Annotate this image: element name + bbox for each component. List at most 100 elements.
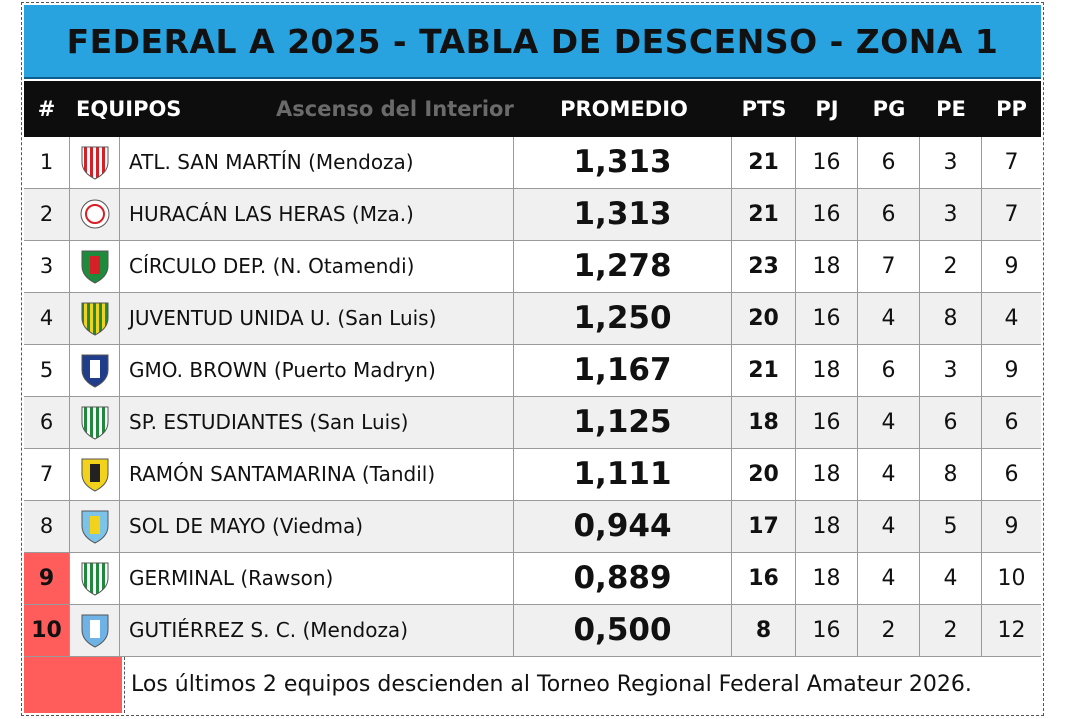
- team-promedio: 1,313: [514, 137, 732, 188]
- blue-white-shield-icon: [81, 354, 108, 388]
- team-won: 7: [858, 241, 920, 292]
- team-promedio: 0,944: [514, 501, 732, 552]
- team-name: HURACÁN LAS HERAS (Mza.): [120, 189, 514, 240]
- table-header: # EQUIPOS Ascenso del Interior PROMEDIO …: [24, 81, 1041, 137]
- team-points: 21: [732, 189, 796, 240]
- team-points: 20: [732, 449, 796, 500]
- team-drawn: 4: [920, 553, 982, 604]
- table-row: 10 GUTIÉRREZ S. C. (Mendoza) 0,500 8 16 2 2 12: [24, 605, 1041, 657]
- row-position: 1: [24, 137, 70, 188]
- team-won: 6: [858, 345, 920, 396]
- team-won: 4: [858, 501, 920, 552]
- team-points: 20: [732, 293, 796, 344]
- team-played: 16: [796, 293, 858, 344]
- yellow-green-striped-shield-icon: [81, 302, 108, 336]
- row-position: 10: [24, 605, 70, 656]
- red-circle-crest-icon: [80, 199, 109, 228]
- team-drawn: 6: [920, 397, 982, 448]
- team-name: SP. ESTUDIANTES (San Luis): [120, 397, 514, 448]
- team-name: GERMINAL (Rawson): [120, 553, 514, 604]
- team-drawn: 3: [920, 345, 982, 396]
- team-name: ATL. SAN MARTÍN (Mendoza): [120, 137, 514, 188]
- team-lost: 9: [1004, 254, 1019, 279]
- table-row: 3 CÍRCULO DEP. (N. Otamendi) 1,278 23 18 7 2 9: [24, 241, 1041, 293]
- team-played: 16: [796, 189, 858, 240]
- table-row: 7 RAMÓN SANTAMARINA (Tandil) 1,111 20 18 4 8 6: [24, 449, 1041, 501]
- header-brand-watermark: Ascenso del Interior: [276, 97, 514, 121]
- team-drawn: 3: [920, 189, 982, 240]
- team-crest-cell: [70, 449, 120, 500]
- header-drawn: PE: [936, 97, 966, 121]
- red-white-striped-shield-icon: [81, 146, 108, 180]
- team-played: 18: [796, 345, 858, 396]
- team-won: 6: [858, 189, 920, 240]
- team-promedio: 0,889: [514, 553, 732, 604]
- team-crest-cell: [70, 397, 120, 448]
- team-name: GUTIÉRREZ S. C. (Mendoza): [120, 605, 514, 656]
- light-blue-sun-shield-icon: [81, 510, 108, 544]
- header-lost: PP: [996, 97, 1027, 121]
- table-row: 8 SOL DE MAYO (Viedma) 0,944 17 18 4 5 9: [24, 501, 1041, 553]
- team-drawn: 8: [920, 293, 982, 344]
- team-played: 16: [796, 605, 858, 656]
- green-white-striped-shield-icon: [81, 406, 108, 440]
- table-row: 2 HURACÁN LAS HERAS (Mza.) 1,313 21 16 6 3 7: [24, 189, 1041, 241]
- header-teams: EQUIPOS: [76, 97, 182, 121]
- header-promedio: PROMEDIO: [560, 97, 688, 121]
- team-promedio: 1,250: [514, 293, 732, 344]
- team-lost: 10: [997, 566, 1026, 591]
- team-points: 18: [732, 397, 796, 448]
- team-drawn: 5: [920, 501, 982, 552]
- row-position: 7: [24, 449, 70, 500]
- team-won: 4: [858, 397, 920, 448]
- team-points: 21: [732, 137, 796, 188]
- team-crest-cell: [70, 605, 120, 656]
- yellow-black-shield-icon: [81, 458, 108, 492]
- table-row: 9 GERMINAL (Rawson) 0,889 16 18 4 4 10: [24, 553, 1041, 605]
- team-lost: 7: [1004, 150, 1019, 175]
- page-title: FEDERAL A 2025 - TABLA DE DESCENSO - ZON…: [66, 21, 999, 61]
- header-played: PJ: [815, 97, 839, 121]
- team-crest-cell: [70, 293, 120, 344]
- team-crest-cell: [70, 137, 120, 188]
- team-crest-cell: [70, 189, 120, 240]
- legend-relegation-swatch: [24, 657, 122, 713]
- team-crest-cell: [70, 241, 120, 292]
- team-points: 21: [732, 345, 796, 396]
- title-bar: FEDERAL A 2025 - TABLA DE DESCENSO - ZON…: [24, 5, 1041, 79]
- team-name: GMO. BROWN (Puerto Madryn): [120, 345, 514, 396]
- row-position: 4: [24, 293, 70, 344]
- light-blue-shield-icon: [81, 614, 108, 648]
- team-drawn: 3: [920, 137, 982, 188]
- team-played: 18: [796, 501, 858, 552]
- row-position: 2: [24, 189, 70, 240]
- team-name: SOL DE MAYO (Viedma): [120, 501, 514, 552]
- team-lost: 7: [1004, 202, 1019, 227]
- team-promedio: 1,313: [514, 189, 732, 240]
- team-won: 4: [858, 449, 920, 500]
- row-position: 8: [24, 501, 70, 552]
- team-name: RAMÓN SANTAMARINA (Tandil): [120, 449, 514, 500]
- standings-table: 1 ATL. SAN MARTÍN (Mendoza) 1,313 21 16 6 3 7 2 H…: [24, 137, 1041, 657]
- team-promedio: 0,500: [514, 605, 732, 656]
- team-points: 8: [732, 605, 796, 656]
- team-won: 6: [858, 137, 920, 188]
- team-won: 4: [858, 553, 920, 604]
- team-crest-cell: [70, 553, 120, 604]
- team-played: 16: [796, 397, 858, 448]
- team-drawn: 2: [920, 241, 982, 292]
- table-row: 1 ATL. SAN MARTÍN (Mendoza) 1,313 21 16 6 3 7: [24, 137, 1041, 189]
- team-promedio: 1,167: [514, 345, 732, 396]
- team-lost: 12: [997, 618, 1026, 643]
- row-position: 9: [24, 553, 70, 604]
- team-played: 18: [796, 553, 858, 604]
- team-played: 18: [796, 449, 858, 500]
- team-lost: 9: [1004, 514, 1019, 539]
- team-won: 2: [858, 605, 920, 656]
- team-lost: 4: [1004, 306, 1019, 331]
- team-drawn: 2: [920, 605, 982, 656]
- legend: Los últimos 2 equipos descienden al Torn…: [24, 657, 1041, 713]
- green-red-shield-icon: [81, 250, 108, 284]
- team-lost: 6: [1004, 462, 1019, 487]
- team-won: 4: [858, 293, 920, 344]
